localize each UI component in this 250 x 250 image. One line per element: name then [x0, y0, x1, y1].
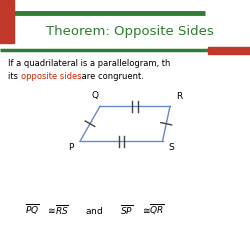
Text: Q: Q	[92, 91, 98, 100]
Text: R: R	[176, 92, 182, 101]
Text: $\overline{PQ}$: $\overline{PQ}$	[25, 202, 40, 218]
Text: Theorem: Opposite Sides: Theorem: Opposite Sides	[46, 25, 214, 38]
Text: $\cong$: $\cong$	[46, 206, 57, 214]
Text: its: its	[8, 72, 20, 81]
Text: are congruent.: are congruent.	[79, 72, 144, 81]
Bar	[0, 0, 14, 42]
Bar	[208, 47, 250, 54]
Text: $\cong$: $\cong$	[141, 206, 152, 214]
Text: If a quadrilateral is a parallelogram, th: If a quadrilateral is a parallelogram, t…	[8, 59, 170, 68]
Text: P: P	[68, 142, 74, 152]
Text: $\overline{SP}$: $\overline{SP}$	[120, 203, 133, 217]
Text: S: S	[169, 142, 174, 152]
Text: $\overline{QR}$: $\overline{QR}$	[149, 202, 164, 218]
Text: opposite sides: opposite sides	[21, 72, 82, 81]
Text: $\overline{RS}$: $\overline{RS}$	[55, 203, 69, 217]
Text: $\mathrm{and}$: $\mathrm{and}$	[85, 204, 103, 216]
